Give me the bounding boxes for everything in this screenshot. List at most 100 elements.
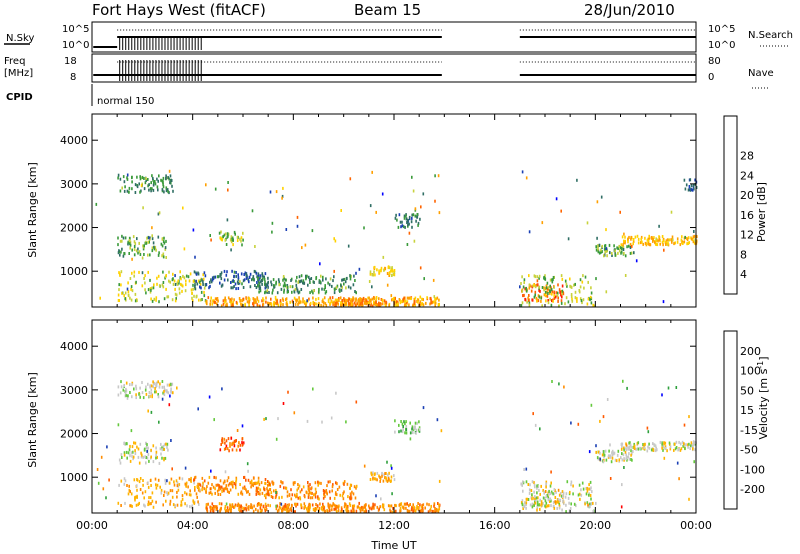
echo-cell [148, 183, 150, 187]
echo-cell [169, 280, 171, 284]
echo-cell [598, 251, 601, 255]
echo-cell [224, 470, 227, 474]
echo-cell [145, 441, 147, 445]
echo-cell [257, 492, 260, 496]
echo-cell [644, 236, 646, 240]
echo-cell [154, 180, 156, 183]
echo-cell [628, 235, 630, 239]
echo-cell [120, 250, 122, 254]
echo-cell [411, 506, 413, 510]
echo-cell [303, 301, 306, 305]
echo-cell [235, 439, 237, 442]
echo-cell [221, 439, 223, 443]
echo-cell [621, 442, 623, 446]
echo-cell [214, 297, 217, 301]
echo-cell [623, 232, 625, 236]
echo-cell [329, 496, 331, 500]
echo-cell [368, 280, 371, 283]
echo-cell [426, 296, 428, 300]
echo-cell [202, 483, 204, 487]
echo-cell [254, 245, 256, 248]
echo-cell [601, 250, 603, 254]
echo-cell [327, 509, 329, 513]
echo-cell [363, 301, 366, 305]
echo-cell [283, 276, 285, 280]
echo-cell [281, 495, 283, 499]
echo-cell [252, 482, 255, 485]
echo-cell [164, 246, 167, 250]
echo-cell [241, 443, 244, 447]
echo-cell [557, 296, 559, 300]
echo-cell [287, 390, 289, 394]
echo-cell [236, 239, 239, 242]
echo-cell [196, 294, 198, 298]
echo-cell [211, 483, 213, 487]
echo-cell [194, 488, 196, 492]
echo-cell [226, 218, 229, 222]
echo-cell [124, 394, 127, 398]
echo-cell [201, 476, 204, 480]
echo-cell [537, 496, 539, 500]
echo-cell [139, 190, 141, 194]
echo-cell [190, 476, 192, 480]
echo-cell [523, 281, 525, 284]
echo-cell [297, 301, 300, 305]
echo-cell [322, 508, 324, 512]
echo-cell [191, 504, 194, 508]
echo-cell [363, 510, 365, 514]
echo-cell [118, 271, 120, 275]
echo-cell [225, 273, 228, 277]
echo-cell [278, 508, 280, 512]
echo-cell [210, 469, 212, 473]
echo-cell [408, 296, 411, 300]
echo-cell [652, 448, 655, 452]
echo-cell [431, 509, 433, 513]
echo-cell [603, 247, 606, 251]
echo-cell [264, 272, 267, 276]
echo-cell [249, 272, 252, 276]
echo-cell [623, 448, 625, 452]
echo-cell [242, 297, 245, 301]
echo-cell [124, 479, 127, 483]
echo-cell [270, 297, 272, 301]
echo-cell [232, 279, 234, 283]
echo-cell [579, 497, 581, 501]
echo-cell [611, 252, 613, 255]
echo-cell [292, 482, 295, 486]
echo-cell [131, 257, 133, 261]
echo-cell [624, 450, 627, 454]
echo-cell [676, 237, 679, 241]
echo-cell [536, 500, 539, 504]
echo-cell [233, 441, 235, 445]
echo-cell [211, 278, 214, 282]
echo-cell [149, 496, 152, 500]
echo-cell [568, 501, 570, 505]
echo-cell [336, 509, 338, 513]
echo-cell [375, 297, 378, 301]
echo-cell [155, 248, 157, 252]
echo-cell [384, 476, 387, 480]
echo-cell [147, 253, 149, 257]
echo-cell [201, 485, 204, 489]
echo-cell [548, 500, 551, 503]
echo-cell [363, 464, 366, 468]
echo-cell [171, 382, 174, 386]
echo-cell [126, 484, 128, 487]
echo-cell [657, 239, 659, 243]
echo-cell [282, 298, 285, 302]
echo-cell [264, 509, 267, 513]
echo-cell [102, 487, 105, 491]
echo-cell [202, 280, 204, 284]
echo-cell [370, 304, 372, 308]
echo-cell [373, 506, 375, 510]
echo-cell [369, 506, 371, 510]
echo-cell [126, 287, 129, 291]
echo-cell [693, 460, 695, 464]
echo-cell [406, 502, 408, 506]
echo-cell [557, 488, 560, 492]
echo-cell [623, 251, 625, 255]
echo-cell [538, 288, 540, 292]
echo-cell [285, 228, 288, 231]
echo-cell [665, 239, 668, 243]
echo-cell [155, 456, 157, 460]
